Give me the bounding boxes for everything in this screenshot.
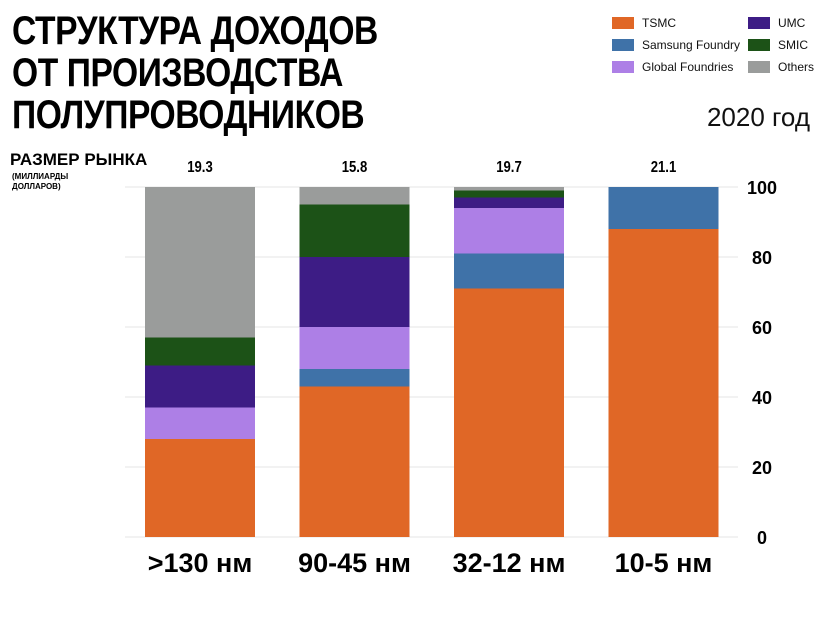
chart-title: СТРУКТУРА ДОХОДОВ ОТ ПРОИЗВОДСТВА ПОЛУПР…: [12, 10, 448, 136]
bar-segment-samsung-foundry: [299, 369, 410, 387]
legend-label-smic: SMIC: [778, 38, 808, 52]
x-tick-label: 90-45 нм: [298, 548, 411, 578]
legend-item-global-foundries: Global Foundries: [612, 60, 733, 74]
bar-segment-smic: [299, 204, 410, 257]
bar-segment-umc: [299, 257, 410, 327]
legend-swatch-global-foundries: [612, 61, 634, 73]
x-tick-label: 32-12 нм: [453, 548, 566, 578]
market-size-value: 21.1: [651, 159, 677, 176]
market-size-value: 19.3: [187, 159, 213, 176]
market-size-value: 19.7: [496, 159, 522, 176]
legend-item-others: Others: [748, 60, 814, 74]
bar-segment-others: [299, 187, 410, 205]
y-tick-label: 80: [752, 248, 772, 268]
bar-segment-global-foundries: [299, 327, 410, 369]
bar-segment-others: [145, 187, 255, 338]
year-label: 2020 год: [706, 102, 810, 132]
legend-swatch-smic: [748, 39, 770, 51]
y-tick-label: 20: [752, 458, 772, 478]
bar-segment-global-foundries: [454, 208, 564, 254]
legend-item-smic: SMIC: [748, 38, 808, 52]
bar-segment-umc: [454, 197, 564, 208]
legend-item-tsmc: TSMC: [612, 16, 676, 30]
legend-label-others: Others: [778, 60, 815, 74]
x-tick-label: >130 нм: [148, 548, 253, 578]
bar-segment-tsmc: [145, 439, 255, 537]
bar-segment-others: [454, 187, 564, 191]
legend-label-global-foundries: Global Foundries: [642, 60, 734, 74]
bar-segment-samsung-foundry: [608, 187, 719, 229]
legend-swatch-samsung-foundry: [612, 39, 634, 51]
market-size-label: РАЗМЕР РЫНКА: [10, 150, 148, 169]
legend-swatch-tsmc: [612, 17, 634, 29]
bar-segment-tsmc: [299, 386, 410, 537]
bar-segment-smic: [145, 337, 255, 366]
market-size-sublabel: (МИЛЛИАРДЫ ДОЛЛАРОВ): [12, 172, 69, 191]
title-line-3: ПОЛУПРОВОДНИКОВ: [12, 93, 365, 137]
bar-segment-tsmc: [454, 288, 564, 537]
title-line-1: СТРУКТУРА ДОХОДОВ: [12, 9, 378, 53]
market-size-value: 15.8: [342, 159, 368, 176]
bar-segment-tsmc: [608, 229, 719, 537]
legend-label-tsmc: TSMC: [642, 16, 676, 30]
legend-swatch-umc: [748, 17, 770, 29]
y-tick-label: 0: [757, 528, 767, 548]
legend-item-umc: UMC: [748, 16, 805, 30]
bar-segment-global-foundries: [145, 407, 255, 439]
bar-segment-smic: [454, 190, 564, 198]
bar-segment-samsung-foundry: [454, 253, 564, 289]
x-tick-label: 10-5 нм: [615, 548, 713, 578]
legend-label-umc: UMC: [778, 16, 806, 30]
y-tick-label: 40: [752, 388, 772, 408]
legend-item-samsung-foundry: Samsung Foundry: [612, 38, 740, 52]
y-tick-label: 100: [747, 178, 777, 198]
y-tick-label: 60: [752, 318, 772, 338]
legend-swatch-others: [748, 61, 770, 73]
legend-label-samsung-foundry: Samsung Foundry: [642, 38, 741, 52]
title-line-2: ОТ ПРОИЗВОДСТВА: [12, 51, 344, 95]
bar-segment-umc: [145, 365, 255, 408]
